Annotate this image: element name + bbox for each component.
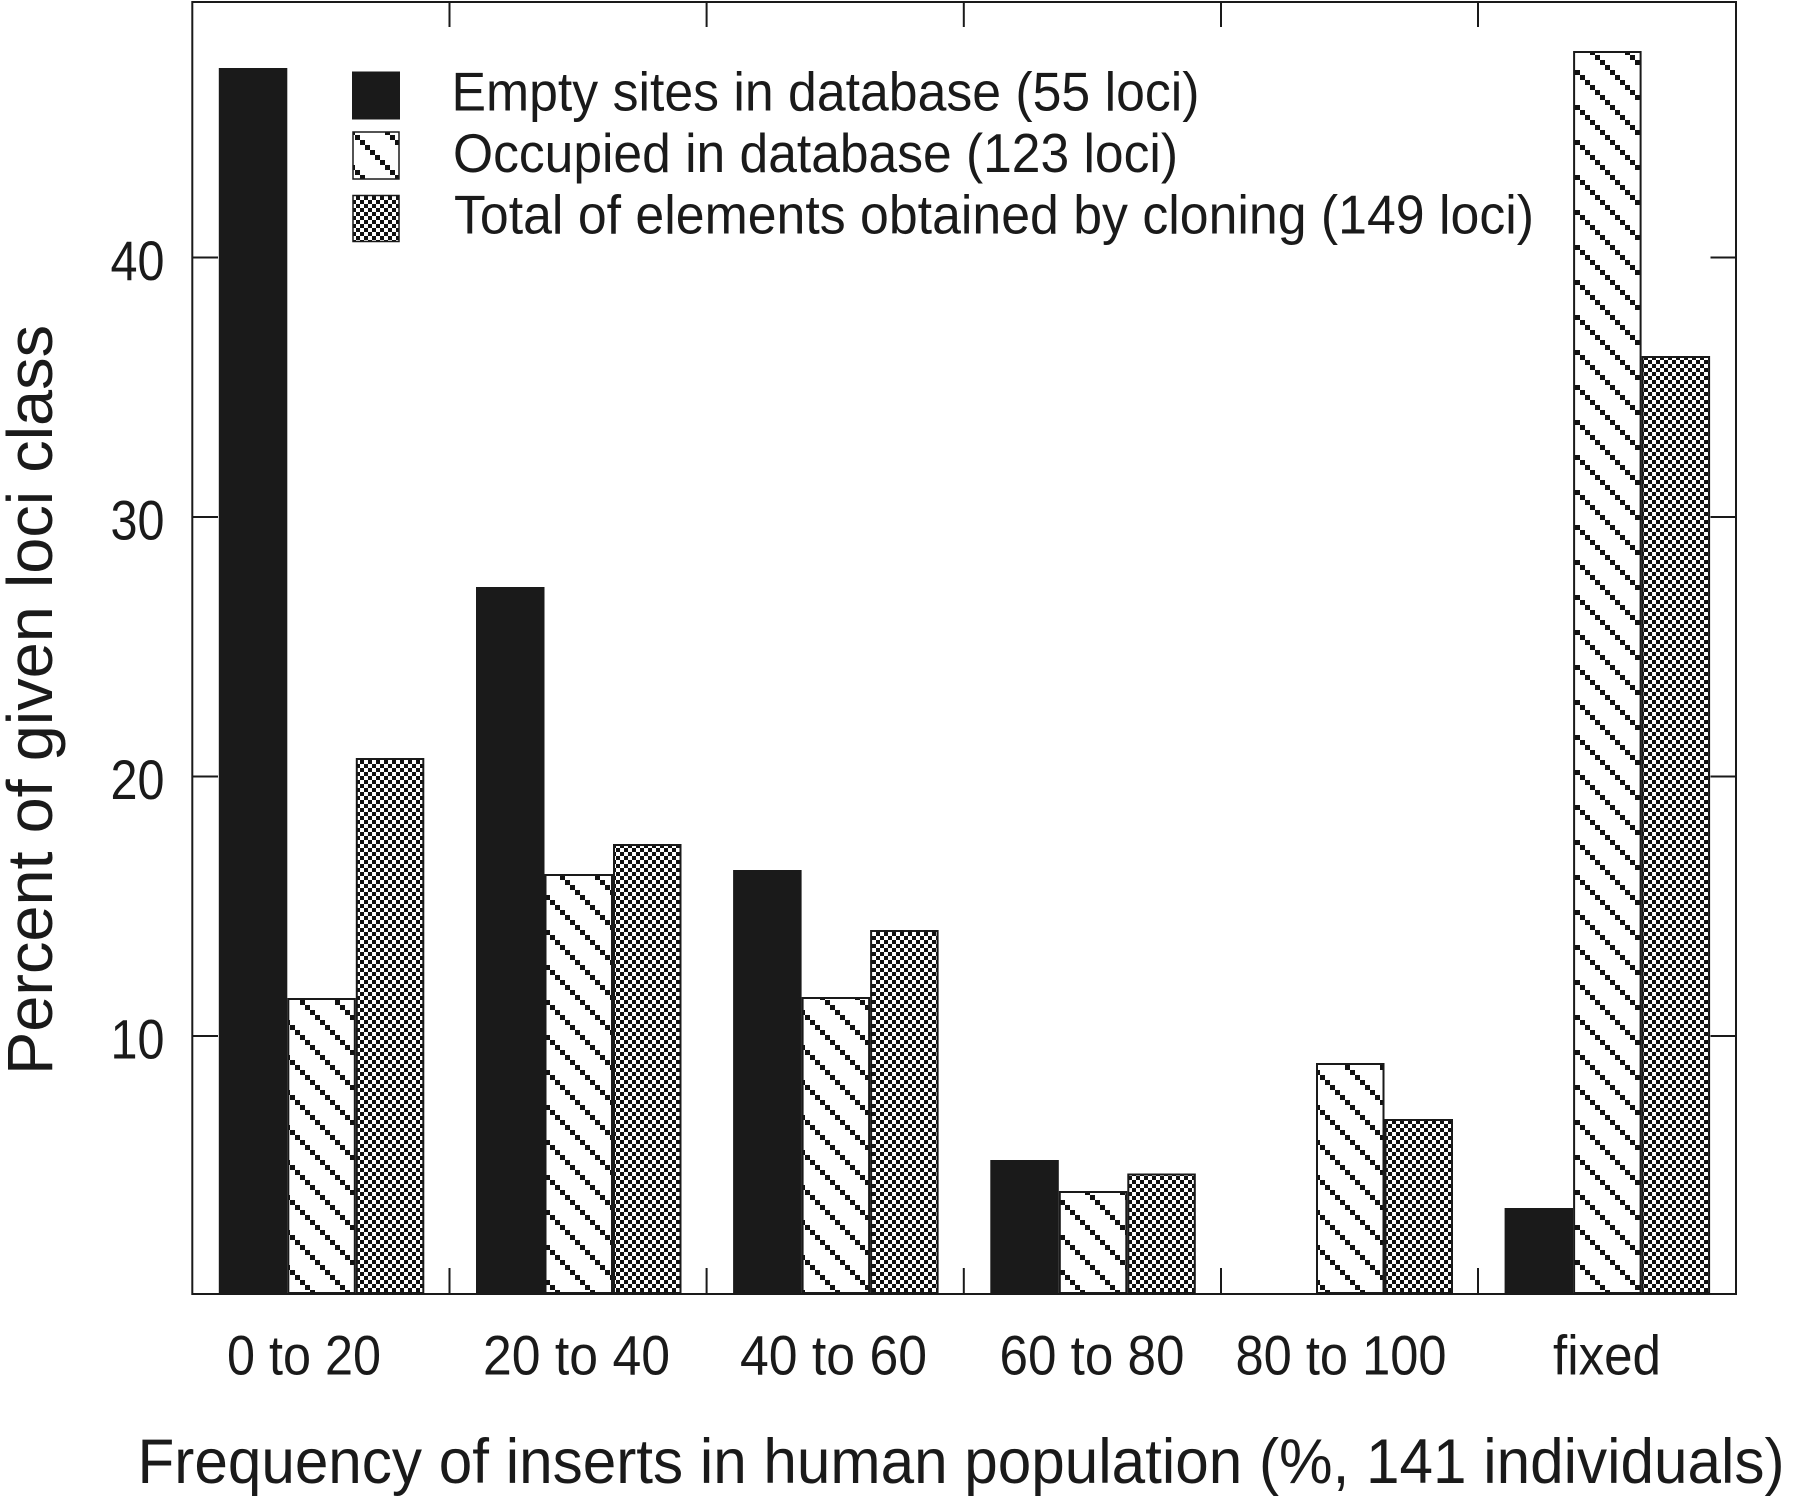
svg-text:80 to 100: 80 to 100 [1236,1324,1447,1387]
svg-text:60 to 80: 60 to 80 [1000,1324,1185,1387]
svg-text:Total of elements obtained by: Total of elements obtained by cloning (1… [454,184,1534,246]
svg-text:20 to 40: 20 to 40 [483,1324,670,1387]
svg-text:10: 10 [111,1008,165,1071]
svg-text:40 to 60: 40 to 60 [740,1324,927,1387]
svg-text:30: 30 [111,489,165,552]
svg-text:20: 20 [111,748,165,811]
svg-text:Occupied in database (123 loci: Occupied in database (123 loci) [453,122,1178,184]
svg-text:Empty sites in database (55 lo: Empty sites in database (55 loci) [452,61,1200,123]
svg-text:Frequency of inserts in human: Frequency of inserts in human population… [138,1427,1785,1497]
svg-text:0 to 20: 0 to 20 [227,1324,381,1387]
svg-text:fixed: fixed [1553,1324,1661,1387]
svg-text:Percent of given loci class: Percent of given loci class [0,325,66,1075]
svg-text:40: 40 [111,229,165,292]
